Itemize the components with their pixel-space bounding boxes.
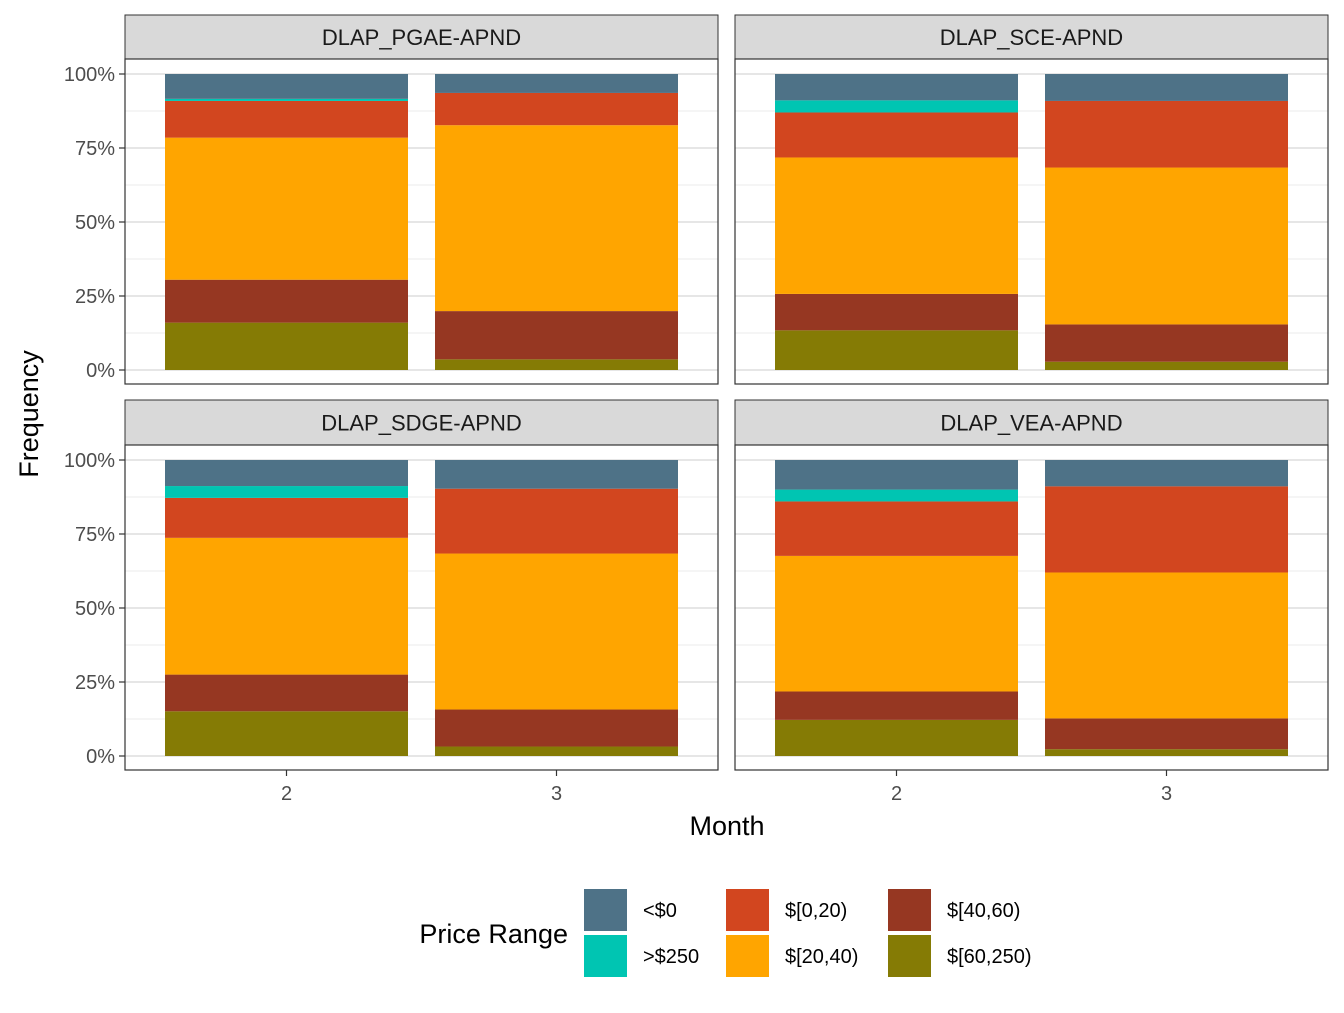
legend-swatch-20-40 <box>726 935 769 977</box>
bar-segment-dlap-pgae-apnd-month-3-20-40 <box>435 125 678 312</box>
bar-segment-dlap-sdge-apnd-month-2-20-40 <box>165 537 408 675</box>
bar-segment-dlap-sdge-apnd-month-3-0 <box>435 460 678 489</box>
bar-segment-dlap-vea-apnd-month-3-60-250 <box>1045 749 1288 756</box>
legend-swatch-0 <box>584 889 627 931</box>
bar-segment-dlap-pgae-apnd-month-3-0-20 <box>435 92 678 126</box>
legend-label-60-250: $[60,250) <box>947 946 1032 968</box>
y-tick-label: 100% <box>64 450 115 472</box>
bar-segment-dlap-sce-apnd-month-2-20-40 <box>775 157 1018 294</box>
bar-segment-dlap-pgae-apnd-month-2-20-40 <box>165 137 408 280</box>
bar-segment-dlap-sce-apnd-month-2-60-250 <box>775 330 1018 370</box>
facet-strip-dlap-sdge-apnd <box>124 399 719 446</box>
bar-segment-dlap-sdge-apnd-month-2-250 <box>165 486 408 498</box>
bar-segment-dlap-sdge-apnd-month-3-60-250 <box>435 746 678 756</box>
bar-segment-dlap-pgae-apnd-month-2-60-250 <box>165 322 408 370</box>
facet-title-dlap-sdge-apnd: DLAP_SDGE-APND <box>321 411 522 436</box>
facet-strip-dlap-vea-apnd <box>734 399 1329 446</box>
y-tick-label: 25% <box>75 286 115 308</box>
x-tick-label: 3 <box>1161 783 1172 805</box>
facet-title-dlap-pgae-apnd: DLAP_PGAE-APND <box>322 25 521 50</box>
bar-segment-dlap-sce-apnd-month-3-0 <box>1045 74 1288 101</box>
bar-segment-dlap-vea-apnd-month-3-0-20 <box>1045 486 1288 573</box>
bar-segment-dlap-sdge-apnd-month-3-20-40 <box>435 553 678 710</box>
bar-segment-dlap-sce-apnd-month-2-0-20 <box>775 112 1018 158</box>
x-tick-label: 3 <box>551 783 562 805</box>
bar-segment-dlap-pgae-apnd-month-2-40-60 <box>165 279 408 323</box>
x-tick-label: 2 <box>281 783 292 805</box>
bar-segment-dlap-sce-apnd-month-3-40-60 <box>1045 324 1288 362</box>
bar-segment-dlap-vea-apnd-month-3-0 <box>1045 460 1288 487</box>
bar-segment-dlap-pgae-apnd-month-3-60-250 <box>435 359 678 370</box>
panel-border-dlap-sce-apnd <box>734 58 1329 385</box>
bar-segment-dlap-sdge-apnd-month-2-40-60 <box>165 674 408 712</box>
bar-segment-dlap-pgae-apnd-month-2-0-20 <box>165 100 408 138</box>
bar-segment-dlap-sdge-apnd-month-3-40-60 <box>435 709 678 747</box>
y-tick-label: 0% <box>86 746 115 768</box>
bar-segment-dlap-vea-apnd-month-2-40-60 <box>775 691 1018 720</box>
panel-border-dlap-vea-apnd <box>734 444 1329 771</box>
y-tick-label: 25% <box>75 672 115 694</box>
y-axis-title: Frequency <box>14 350 44 478</box>
bar-segment-dlap-vea-apnd-month-3-40-60 <box>1045 718 1288 750</box>
legend-swatch-250 <box>584 935 627 977</box>
bar-segment-dlap-sce-apnd-month-3-0-20 <box>1045 100 1288 168</box>
y-tick-label: 75% <box>75 524 115 546</box>
facet-title-dlap-sce-apnd: DLAP_SCE-APND <box>940 25 1123 50</box>
bar-segment-dlap-sce-apnd-month-2-40-60 <box>775 293 1018 331</box>
legend-label-0: <$0 <box>643 900 677 922</box>
bar-segment-dlap-sdge-apnd-month-2-0-20 <box>165 497 408 538</box>
bar-segment-dlap-pgae-apnd-month-3-0 <box>435 74 678 93</box>
bar-segment-dlap-vea-apnd-month-2-0 <box>775 460 1018 490</box>
legend-label-0-20: $[0,20) <box>785 900 847 922</box>
facet-strip-dlap-sce-apnd <box>734 14 1329 60</box>
bar-segment-dlap-sdge-apnd-month-2-0 <box>165 460 408 487</box>
bar-segment-dlap-pgae-apnd-month-2-0 <box>165 74 408 99</box>
bar-segment-dlap-sce-apnd-month-2-250 <box>775 100 1018 113</box>
bar-segment-dlap-vea-apnd-month-2-20-40 <box>775 555 1018 692</box>
y-tick-label: 100% <box>64 64 115 86</box>
y-tick-label: 75% <box>75 138 115 160</box>
x-tick-label: 2 <box>891 783 902 805</box>
x-axis-title: Month <box>689 811 764 841</box>
bar-segment-dlap-vea-apnd-month-3-20-40 <box>1045 572 1288 719</box>
legend-swatch-60-250 <box>888 935 931 977</box>
y-tick-label: 50% <box>75 212 115 234</box>
bar-segment-dlap-pgae-apnd-month-2-250 <box>165 98 408 101</box>
y-tick-label: 0% <box>86 360 115 382</box>
legend-label-40-60: $[40,60) <box>947 900 1020 922</box>
legend-swatch-40-60 <box>888 889 931 931</box>
y-tick-label: 50% <box>75 598 115 620</box>
bar-segment-dlap-pgae-apnd-month-3-40-60 <box>435 311 678 360</box>
facet-title-dlap-vea-apnd: DLAP_VEA-APND <box>940 411 1122 436</box>
legend-label-20-40: $[20,40) <box>785 946 858 968</box>
bar-segment-dlap-sce-apnd-month-3-60-250 <box>1045 361 1288 370</box>
facet-strip-dlap-pgae-apnd <box>124 14 719 60</box>
bar-segment-dlap-sce-apnd-month-3-20-40 <box>1045 167 1288 325</box>
legend-swatch-0-20 <box>726 889 769 931</box>
bar-segment-dlap-vea-apnd-month-2-250 <box>775 489 1018 502</box>
legend-label-250: >$250 <box>643 946 699 968</box>
bar-segment-dlap-vea-apnd-month-2-60-250 <box>775 719 1018 756</box>
bar-segment-dlap-sdge-apnd-month-3-0-20 <box>435 488 678 554</box>
bar-segment-dlap-sdge-apnd-month-2-60-250 <box>165 711 408 756</box>
bar-segment-dlap-vea-apnd-month-2-0-20 <box>775 501 1018 556</box>
bar-segment-dlap-sce-apnd-month-2-0 <box>775 74 1018 101</box>
legend-title: Price Range <box>419 919 568 949</box>
